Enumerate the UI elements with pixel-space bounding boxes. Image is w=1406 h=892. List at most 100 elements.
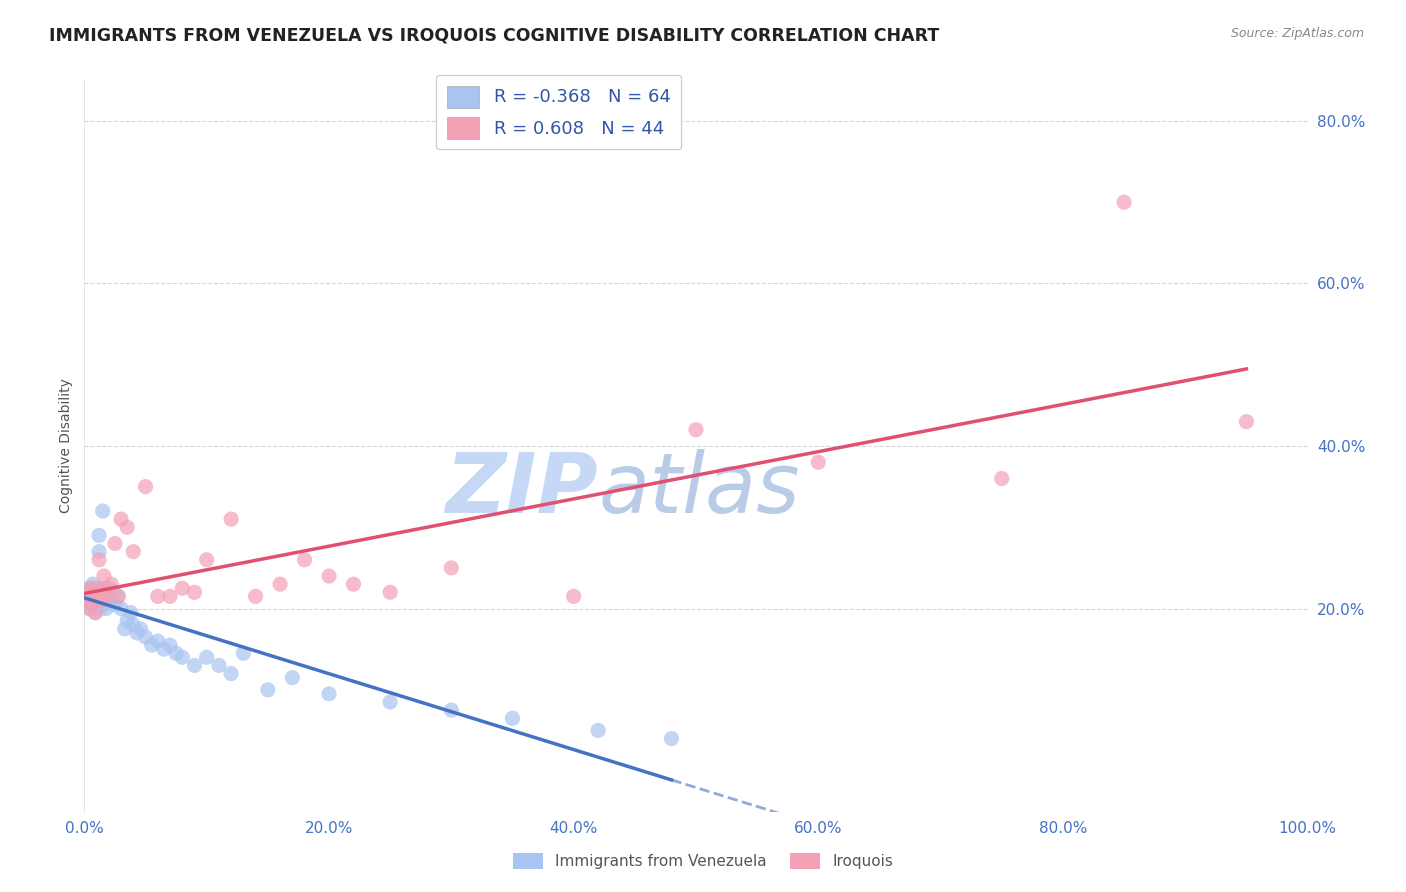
Point (586, 723, 609, 738)
Point (96, 590, 118, 604)
Text: atlas: atlas (598, 450, 800, 531)
Point (110, 601, 132, 615)
Text: Source: ZipAtlas.com: Source: ZipAtlas.com (1230, 27, 1364, 40)
Point (129, 622, 152, 636)
Point (75, 590, 97, 604)
Point (172, 650, 194, 665)
Point (269, 577, 291, 591)
Point (107, 590, 129, 604)
Point (122, 617, 145, 632)
Point (807, 455, 830, 469)
Point (440, 703, 463, 717)
Point (115, 614, 138, 628)
Point (245, 590, 267, 604)
Point (76, 585, 98, 599)
Y-axis label: Cognitive Disability: Cognitive Disability (59, 378, 73, 514)
Point (135, 480, 157, 494)
Point (232, 646, 254, 660)
Point (79, 593, 101, 607)
Point (183, 585, 205, 599)
Point (86, 585, 108, 599)
Point (165, 646, 187, 660)
Point (208, 658, 231, 673)
Point (103, 585, 125, 599)
Point (84, 606, 107, 620)
Point (80, 581, 103, 595)
Point (75, 593, 97, 607)
Point (87, 581, 110, 595)
Point (82, 577, 104, 591)
Legend: Immigrants from Venezuela, Iroquois: Immigrants from Venezuela, Iroquois (506, 847, 900, 875)
Point (1114, 195, 1136, 210)
Point (318, 569, 340, 583)
Point (502, 711, 524, 725)
Point (100, 593, 122, 607)
Point (89, 590, 111, 604)
Point (562, 590, 585, 604)
Point (87, 528, 110, 542)
Point (257, 682, 280, 697)
Point (281, 671, 304, 685)
Point (86, 590, 108, 604)
Point (122, 544, 145, 558)
Point (77, 590, 100, 604)
Point (93, 581, 115, 595)
Text: IMMIGRANTS FROM VENEZUELA VS IROQUOIS COGNITIVE DISABILITY CORRELATION CHART: IMMIGRANTS FROM VENEZUELA VS IROQUOIS CO… (49, 27, 939, 45)
Legend: R = -0.368   N = 64, R = 0.608   N = 44: R = -0.368 N = 64, R = 0.608 N = 44 (436, 75, 682, 150)
Point (91, 585, 114, 599)
Point (96, 601, 118, 615)
Point (83, 590, 105, 604)
Point (77, 601, 100, 615)
Point (84, 593, 107, 607)
Point (76, 593, 98, 607)
Point (219, 666, 242, 681)
Point (87, 581, 110, 595)
Point (661, 731, 683, 746)
Point (87, 553, 110, 567)
Point (97, 593, 120, 607)
Point (89, 601, 111, 615)
Point (83, 590, 105, 604)
Point (94, 590, 117, 604)
Point (91, 504, 114, 518)
Point (153, 642, 176, 657)
Point (93, 569, 115, 583)
Point (79, 585, 101, 599)
Point (114, 622, 136, 636)
Point (991, 471, 1014, 485)
Point (195, 553, 218, 567)
Point (76, 590, 98, 604)
Point (77, 601, 100, 615)
Point (380, 585, 402, 599)
Point (172, 581, 194, 595)
Point (159, 590, 181, 604)
Point (120, 606, 142, 620)
Point (89, 590, 111, 604)
Point (159, 638, 181, 652)
Point (146, 590, 169, 604)
Point (77, 581, 100, 595)
Point (87, 544, 110, 558)
Point (87, 593, 110, 607)
Point (80, 581, 103, 595)
Point (141, 638, 163, 652)
Point (380, 695, 402, 709)
Point (82, 593, 104, 607)
Point (84, 606, 107, 620)
Point (83, 585, 105, 599)
Point (104, 536, 127, 550)
Point (79, 590, 101, 604)
Point (146, 634, 169, 648)
Point (183, 658, 205, 673)
Point (90, 598, 112, 612)
Point (135, 630, 157, 644)
Point (318, 687, 340, 701)
Point (294, 553, 316, 567)
Point (90, 593, 112, 607)
Point (219, 512, 242, 526)
Point (105, 590, 128, 604)
Point (110, 512, 132, 526)
Point (440, 561, 463, 575)
Point (86, 585, 108, 599)
Point (77, 598, 100, 612)
